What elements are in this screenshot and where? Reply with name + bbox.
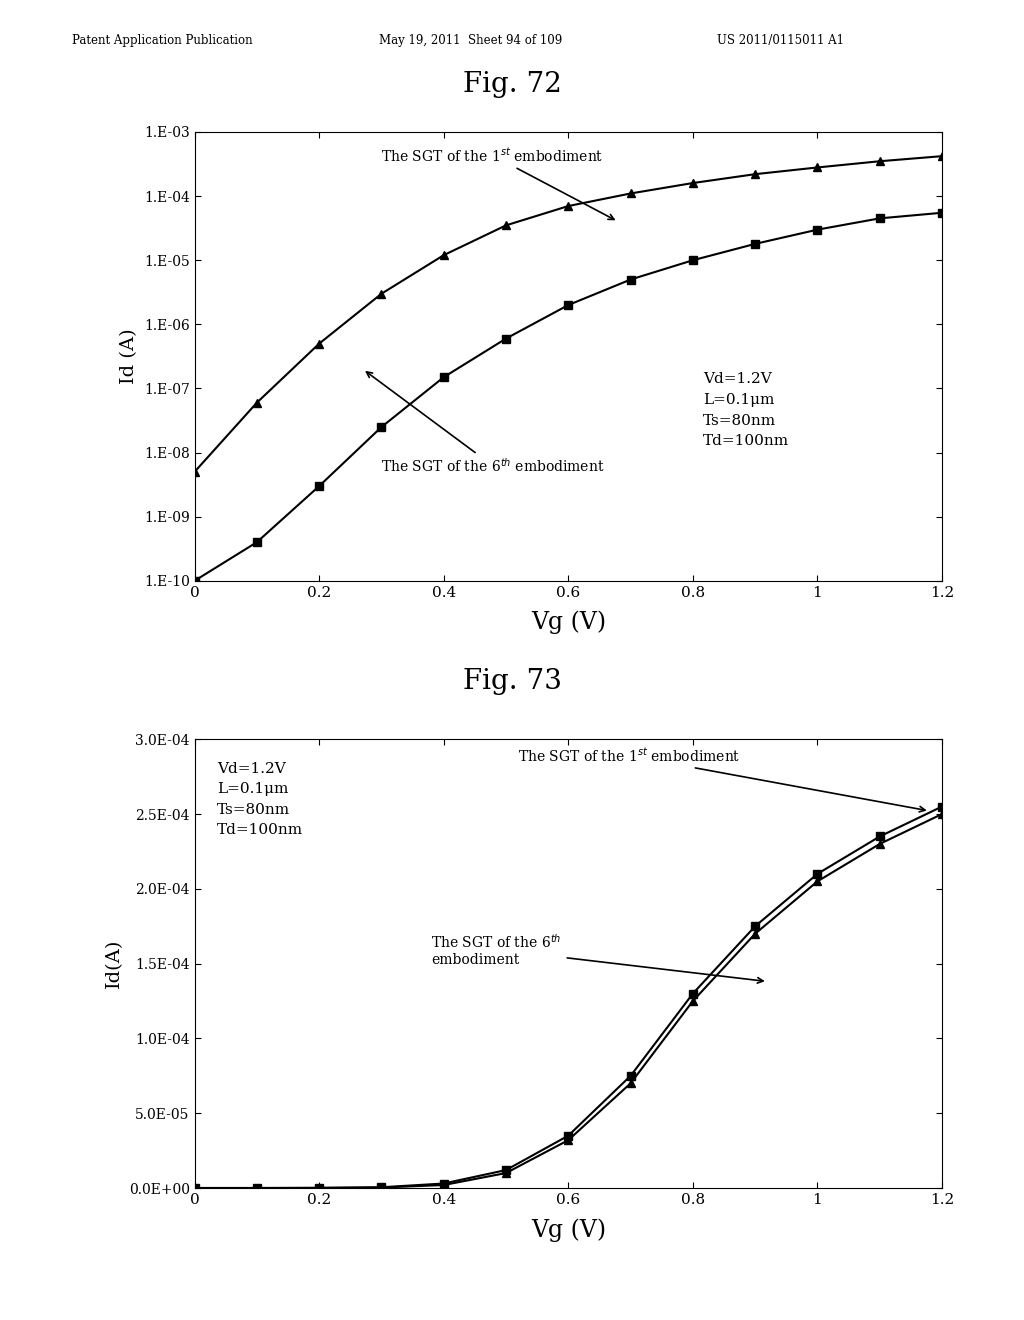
Text: The SGT of the 6$^{th}$ embodiment: The SGT of the 6$^{th}$ embodiment	[367, 372, 605, 475]
Text: The SGT of the 6$^{th}$
embodiment: The SGT of the 6$^{th}$ embodiment	[431, 932, 763, 983]
Text: May 19, 2011  Sheet 94 of 109: May 19, 2011 Sheet 94 of 109	[379, 34, 562, 48]
Text: The SGT of the 1$^{st}$ embodiment: The SGT of the 1$^{st}$ embodiment	[518, 747, 925, 812]
Y-axis label: Id(A): Id(A)	[105, 939, 123, 989]
Text: Vd=1.2V
L=0.1μm
Ts=80nm
Td=100nm: Vd=1.2V L=0.1μm Ts=80nm Td=100nm	[702, 372, 790, 449]
Text: Fig. 73: Fig. 73	[463, 668, 561, 696]
Text: The SGT of the 1$^{st}$ embodiment: The SGT of the 1$^{st}$ embodiment	[382, 147, 614, 219]
X-axis label: Vg (V): Vg (V)	[530, 1218, 606, 1242]
X-axis label: Vg (V): Vg (V)	[530, 611, 606, 635]
Text: US 2011/0115011 A1: US 2011/0115011 A1	[717, 34, 844, 48]
Y-axis label: Id (A): Id (A)	[120, 329, 138, 384]
Text: Fig. 72: Fig. 72	[463, 71, 561, 99]
Text: Vd=1.2V
L=0.1μm
Ts=80nm
Td=100nm: Vd=1.2V L=0.1μm Ts=80nm Td=100nm	[217, 762, 303, 837]
Text: Patent Application Publication: Patent Application Publication	[72, 34, 252, 48]
